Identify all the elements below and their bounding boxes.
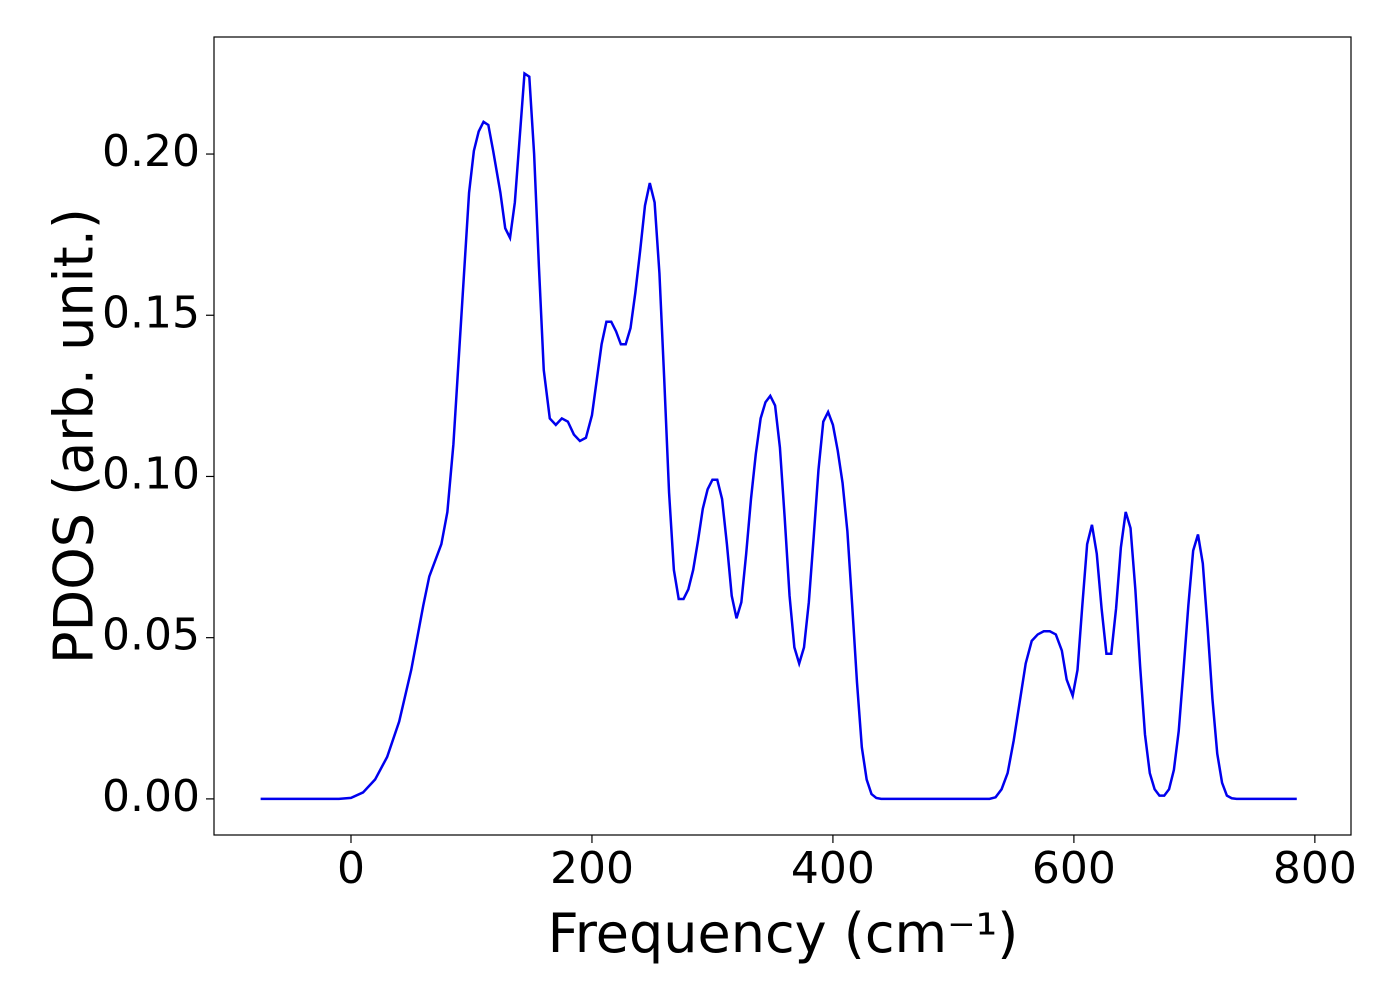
y-tick-label: 0.20 xyxy=(102,126,200,177)
x-tick-label: 600 xyxy=(1032,843,1116,894)
data-line xyxy=(260,71,1297,801)
y-tick-label: 0.10 xyxy=(102,448,200,499)
y-axis-label: PDOS (arb. unit.) xyxy=(43,208,106,664)
y-tick-label: 0.00 xyxy=(102,771,200,822)
y-tick-label: 0.05 xyxy=(102,610,200,661)
y-tick-label: 0.15 xyxy=(102,287,200,338)
x-axis-label: Frequency (cm⁻¹) xyxy=(548,902,1019,965)
x-tick-label: 0 xyxy=(337,843,365,894)
plot-frame xyxy=(213,36,1352,836)
x-tick-label: 200 xyxy=(550,843,634,894)
x-tick-label: 400 xyxy=(791,843,875,894)
x-tick-label: 800 xyxy=(1273,843,1357,894)
